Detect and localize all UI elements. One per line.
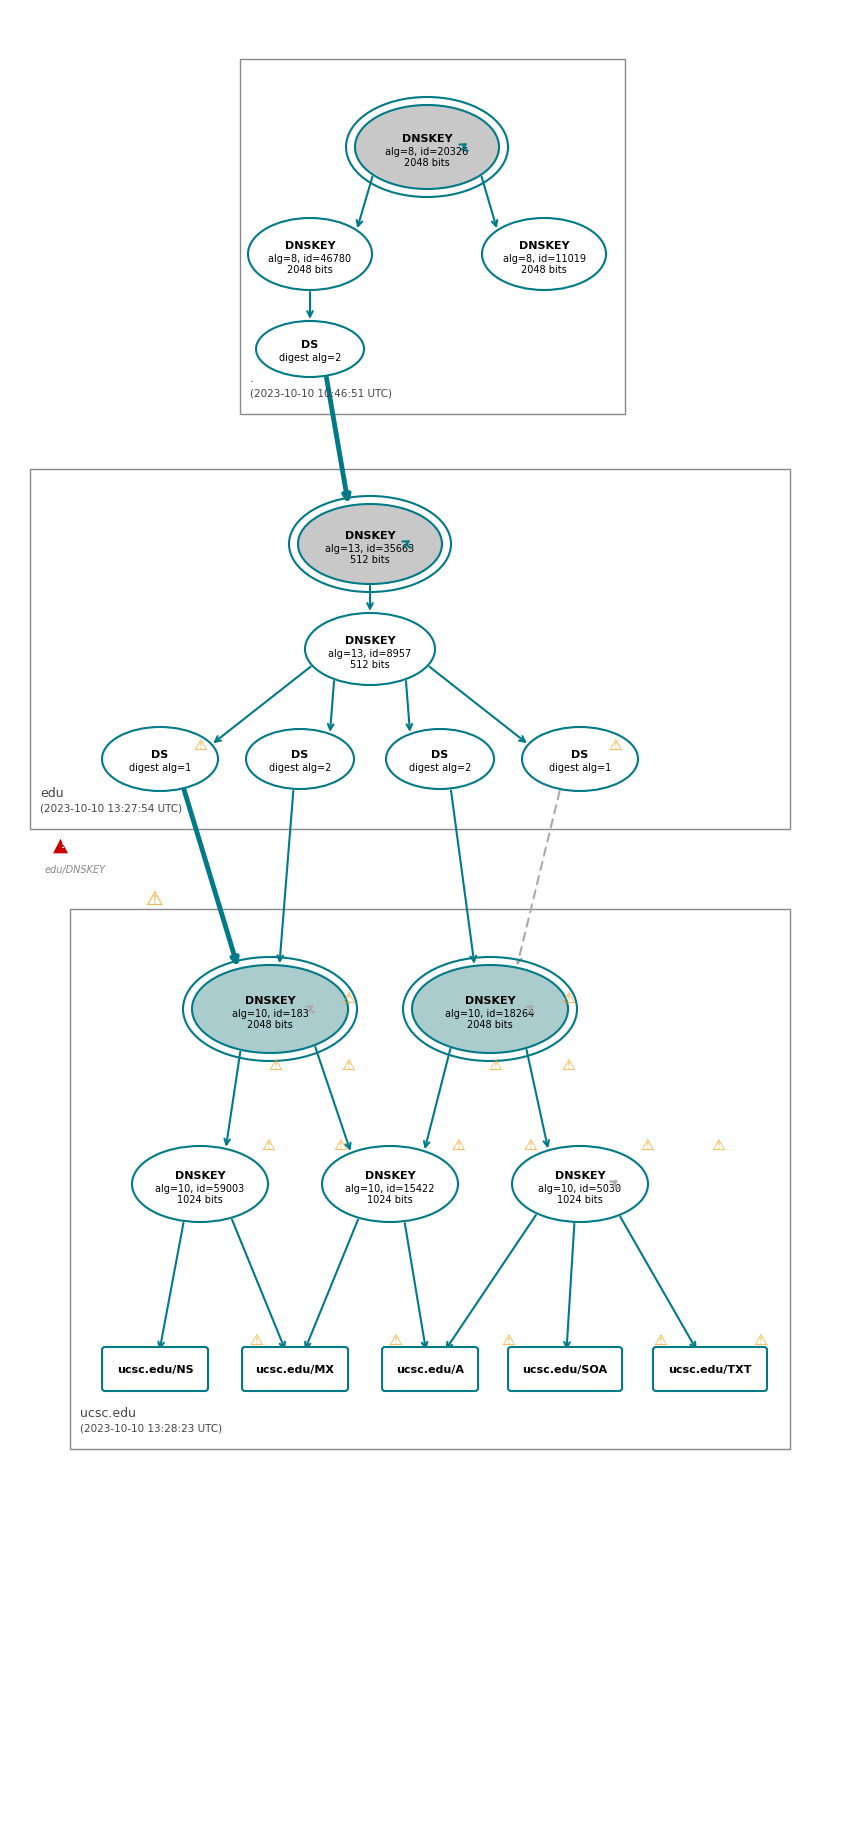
Text: 512 bits: 512 bits xyxy=(351,660,390,669)
Text: alg=10, id=18264: alg=10, id=18264 xyxy=(445,1008,534,1019)
Text: ucsc.edu/A: ucsc.edu/A xyxy=(396,1365,464,1374)
Text: 1024 bits: 1024 bits xyxy=(177,1194,223,1205)
Text: alg=10, id=5030: alg=10, id=5030 xyxy=(539,1182,622,1194)
Text: alg=10, id=183: alg=10, id=183 xyxy=(232,1008,309,1019)
Text: !: ! xyxy=(61,840,65,850)
Text: alg=8, id=11019: alg=8, id=11019 xyxy=(503,254,586,263)
Text: ⚠: ⚠ xyxy=(261,1137,274,1151)
Text: DS: DS xyxy=(432,750,449,760)
Ellipse shape xyxy=(298,504,442,585)
Text: 2048 bits: 2048 bits xyxy=(467,1019,513,1030)
Text: ⚠: ⚠ xyxy=(753,1331,767,1346)
Text: ⚠: ⚠ xyxy=(341,1057,355,1072)
Text: DNSKEY: DNSKEY xyxy=(555,1170,605,1181)
Text: DNSKEY: DNSKEY xyxy=(464,995,516,1006)
Text: ⚠: ⚠ xyxy=(341,989,355,1004)
Text: 2048 bits: 2048 bits xyxy=(287,265,333,274)
Ellipse shape xyxy=(132,1146,268,1223)
Text: DNSKEY: DNSKEY xyxy=(402,134,452,143)
Text: DNSKEY: DNSKEY xyxy=(345,636,395,645)
FancyBboxPatch shape xyxy=(653,1348,767,1392)
Text: DS: DS xyxy=(292,750,309,760)
Ellipse shape xyxy=(248,219,372,291)
Text: ⚠: ⚠ xyxy=(249,1331,262,1346)
Text: alg=13, id=35663: alg=13, id=35663 xyxy=(326,544,415,554)
Text: DNSKEY: DNSKEY xyxy=(365,1170,416,1181)
Text: 2048 bits: 2048 bits xyxy=(522,265,567,274)
Text: ⚠: ⚠ xyxy=(268,1057,282,1072)
Text: ucsc.edu: ucsc.edu xyxy=(80,1407,136,1420)
Text: DNSKEY: DNSKEY xyxy=(245,995,295,1006)
Text: (2023-10-10 13:27:54 UTC): (2023-10-10 13:27:54 UTC) xyxy=(40,804,182,813)
Text: (2023-10-10 13:28:23 UTC): (2023-10-10 13:28:23 UTC) xyxy=(80,1423,222,1433)
Text: DS: DS xyxy=(301,340,319,349)
Text: DNSKEY: DNSKEY xyxy=(285,241,335,250)
Text: ⚠: ⚠ xyxy=(388,1331,402,1346)
Text: (2023-10-10 10:46:51 UTC): (2023-10-10 10:46:51 UTC) xyxy=(250,388,392,399)
Text: ⚠: ⚠ xyxy=(653,1331,667,1346)
Text: 1024 bits: 1024 bits xyxy=(557,1194,603,1205)
Bar xyxy=(240,61,625,416)
Text: ⚠: ⚠ xyxy=(488,1057,502,1072)
Text: ucsc.edu/TXT: ucsc.edu/TXT xyxy=(669,1365,752,1374)
Text: ⚠: ⚠ xyxy=(640,1137,654,1151)
Text: digest alg=1: digest alg=1 xyxy=(129,763,192,772)
Text: ⚠: ⚠ xyxy=(561,989,575,1004)
Text: ⚠: ⚠ xyxy=(501,1331,515,1346)
Text: alg=8, id=20326: alg=8, id=20326 xyxy=(386,147,469,156)
Text: digest alg=2: digest alg=2 xyxy=(409,763,471,772)
Text: digest alg=2: digest alg=2 xyxy=(279,353,341,362)
Ellipse shape xyxy=(192,965,348,1054)
Text: ⚠: ⚠ xyxy=(561,1057,575,1072)
Text: edu: edu xyxy=(40,787,63,800)
Text: .: . xyxy=(250,371,254,384)
Text: DNSKEY: DNSKEY xyxy=(519,241,569,250)
Text: ▲: ▲ xyxy=(52,835,68,853)
Text: edu/DNSKEY: edu/DNSKEY xyxy=(44,864,105,875)
Bar xyxy=(30,469,790,829)
Text: DNSKEY: DNSKEY xyxy=(345,531,395,541)
Text: ⚠: ⚠ xyxy=(146,890,164,908)
Text: 1024 bits: 1024 bits xyxy=(367,1194,413,1205)
Text: ⚠: ⚠ xyxy=(451,1137,465,1151)
FancyBboxPatch shape xyxy=(242,1348,348,1392)
Text: alg=10, id=15422: alg=10, id=15422 xyxy=(345,1182,434,1194)
Text: DNSKEY: DNSKEY xyxy=(174,1170,226,1181)
Text: ⚠: ⚠ xyxy=(333,1137,347,1151)
FancyBboxPatch shape xyxy=(382,1348,478,1392)
Text: ⚠: ⚠ xyxy=(193,737,207,752)
Text: ucsc.edu/NS: ucsc.edu/NS xyxy=(116,1365,193,1374)
Text: alg=10, id=59003: alg=10, id=59003 xyxy=(156,1182,245,1194)
Text: 512 bits: 512 bits xyxy=(351,555,390,565)
Text: digest alg=2: digest alg=2 xyxy=(268,763,331,772)
Bar xyxy=(70,910,790,1449)
Ellipse shape xyxy=(522,728,638,791)
Ellipse shape xyxy=(256,322,364,377)
Text: ⚠: ⚠ xyxy=(711,1137,725,1151)
Text: 2048 bits: 2048 bits xyxy=(247,1019,293,1030)
Ellipse shape xyxy=(512,1146,648,1223)
Ellipse shape xyxy=(246,730,354,789)
Ellipse shape xyxy=(386,730,494,789)
Text: ucsc.edu/MX: ucsc.edu/MX xyxy=(256,1365,334,1374)
Ellipse shape xyxy=(355,107,499,189)
Ellipse shape xyxy=(412,965,568,1054)
FancyBboxPatch shape xyxy=(508,1348,622,1392)
Text: ⚠: ⚠ xyxy=(523,1137,537,1151)
Text: ucsc.edu/SOA: ucsc.edu/SOA xyxy=(522,1365,608,1374)
Text: digest alg=1: digest alg=1 xyxy=(549,763,611,772)
Ellipse shape xyxy=(482,219,606,291)
Text: DS: DS xyxy=(571,750,588,760)
Ellipse shape xyxy=(322,1146,458,1223)
FancyBboxPatch shape xyxy=(102,1348,208,1392)
Text: DS: DS xyxy=(151,750,168,760)
Text: alg=13, id=8957: alg=13, id=8957 xyxy=(328,649,411,658)
Text: alg=8, id=46780: alg=8, id=46780 xyxy=(268,254,351,263)
Text: ⚠: ⚠ xyxy=(608,737,622,752)
Ellipse shape xyxy=(305,614,435,686)
Ellipse shape xyxy=(102,728,218,791)
Text: 2048 bits: 2048 bits xyxy=(404,158,450,167)
